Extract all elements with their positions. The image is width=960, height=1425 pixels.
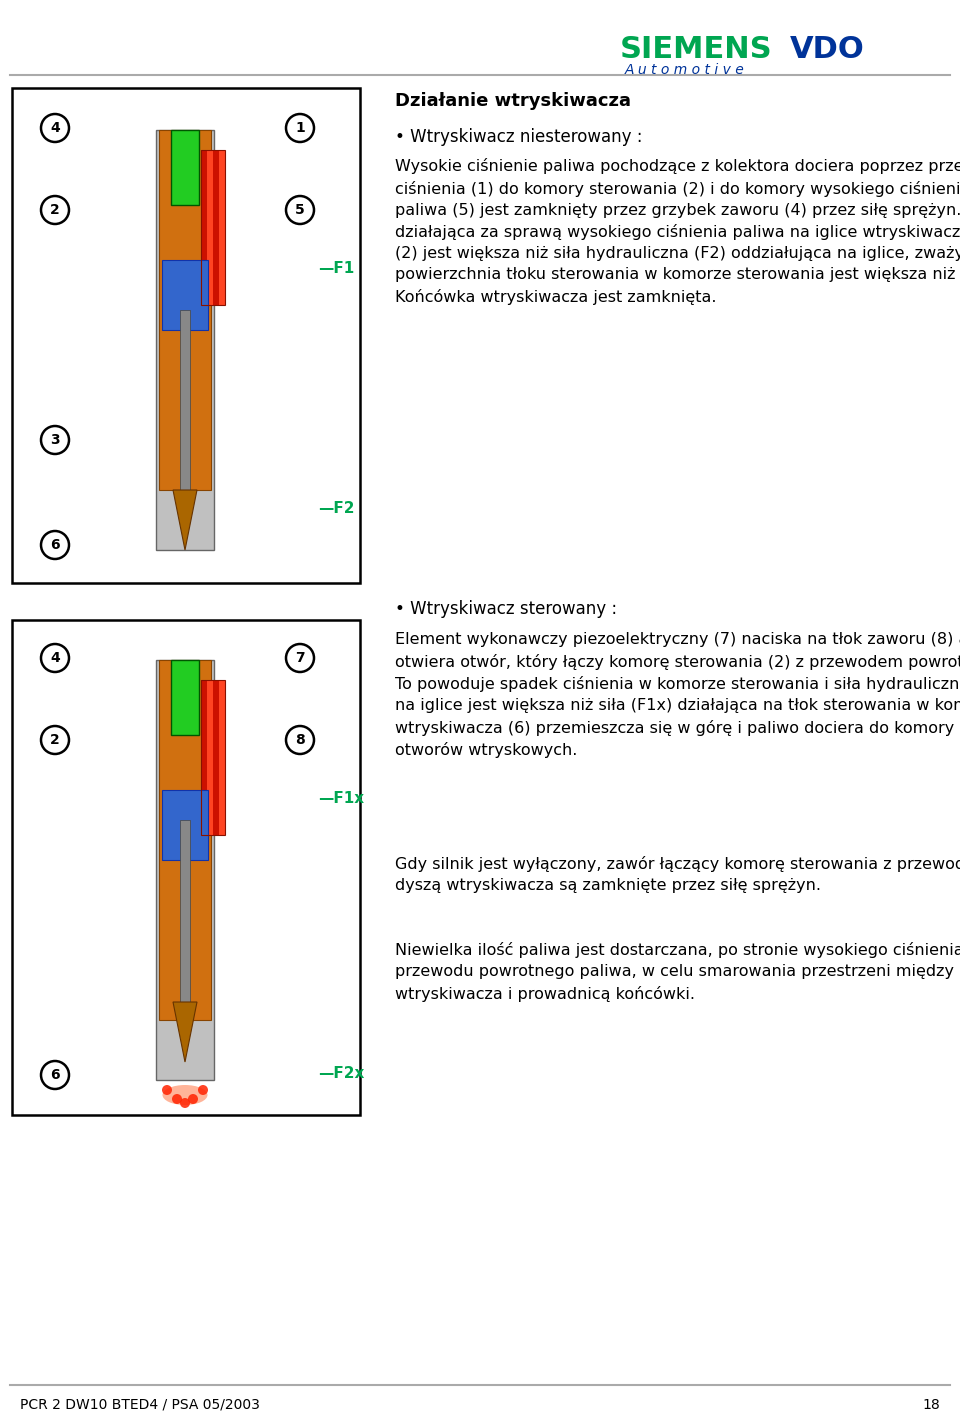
Text: • Wtryskiwacz sterowany :: • Wtryskiwacz sterowany : (395, 600, 617, 618)
Circle shape (198, 1084, 208, 1094)
Bar (207, 150, 213, 305)
Text: VDO: VDO (790, 36, 865, 64)
Circle shape (172, 1094, 182, 1104)
Bar (201, 150, 225, 305)
Polygon shape (173, 1002, 197, 1062)
Bar (201, 150, 207, 305)
Text: A u t o m o t i v e: A u t o m o t i v e (625, 63, 745, 77)
Text: 4: 4 (50, 651, 60, 665)
Text: 5: 5 (295, 202, 305, 217)
Bar (201, 680, 225, 835)
Text: 18: 18 (923, 1398, 940, 1412)
Circle shape (41, 197, 69, 224)
Text: 6: 6 (50, 539, 60, 551)
Polygon shape (173, 490, 197, 550)
Bar (12, 620, 360, 1114)
Circle shape (41, 114, 69, 142)
Bar (219, 150, 225, 305)
Bar (162, 789, 208, 861)
Text: Wysokie ciśnienie paliwa pochodzące z kolektora dociera poprzez przewód wysokieg: Wysokie ciśnienie paliwa pochodzące z ko… (395, 158, 960, 305)
Ellipse shape (162, 1084, 207, 1104)
Text: 4: 4 (50, 121, 60, 135)
Bar (180, 311, 190, 490)
Bar (12, 88, 360, 583)
Bar (219, 680, 225, 835)
Text: • Wtryskiwacz niesterowany :: • Wtryskiwacz niesterowany : (395, 128, 642, 145)
Text: 7: 7 (295, 651, 305, 665)
Circle shape (41, 644, 69, 673)
Circle shape (41, 532, 69, 559)
Bar (180, 819, 190, 1020)
Text: SIEMENS: SIEMENS (620, 36, 773, 64)
Circle shape (180, 1099, 190, 1109)
Text: Działanie wtryskiwacza: Działanie wtryskiwacza (395, 93, 631, 110)
Bar (201, 680, 207, 835)
Bar (171, 660, 199, 735)
Text: —F2x: —F2x (318, 1066, 365, 1080)
Text: 2: 2 (50, 202, 60, 217)
Bar (162, 259, 208, 331)
Text: —F2: —F2 (318, 500, 354, 516)
Circle shape (41, 1062, 69, 1089)
Text: 1: 1 (295, 121, 305, 135)
Circle shape (286, 197, 314, 224)
Circle shape (286, 644, 314, 673)
Circle shape (286, 725, 314, 754)
Text: 3: 3 (50, 433, 60, 447)
Text: —F1: —F1 (318, 261, 354, 275)
Bar (171, 130, 199, 205)
Bar (213, 680, 219, 835)
Text: 2: 2 (50, 732, 60, 747)
Bar (156, 130, 214, 550)
Circle shape (41, 426, 69, 455)
Text: Element wykonawczy piezoelektryczny (7) naciska na tłok zaworu (8) a grzybek zaw: Element wykonawczy piezoelektryczny (7) … (395, 633, 960, 758)
Text: 6: 6 (50, 1067, 60, 1082)
Text: Gdy silnik jest wyłączony, zawór łączący komorę sterowania z przewodem powrotnym: Gdy silnik jest wyłączony, zawór łączący… (395, 856, 960, 893)
Bar (156, 660, 214, 1080)
Text: 8: 8 (295, 732, 305, 747)
Circle shape (41, 725, 69, 754)
Text: PCR 2 DW10 BTED4 / PSA 05/2003: PCR 2 DW10 BTED4 / PSA 05/2003 (20, 1398, 260, 1412)
Text: —F1x: —F1x (318, 791, 364, 805)
Circle shape (188, 1094, 198, 1104)
Circle shape (286, 114, 314, 142)
Circle shape (162, 1084, 172, 1094)
Text: Niewielka ilość paliwa jest dostarczana, po stronie wysokiego ciśnienia bezpośre: Niewielka ilość paliwa jest dostarczana,… (395, 942, 960, 1002)
Bar (213, 150, 219, 305)
Bar (159, 130, 211, 490)
Bar (159, 660, 211, 1020)
Bar (207, 680, 213, 835)
